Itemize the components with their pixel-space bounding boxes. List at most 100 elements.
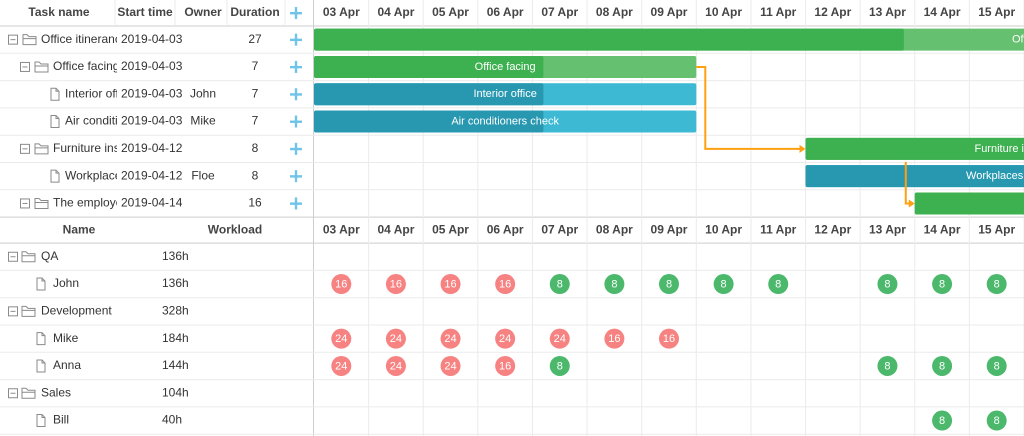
load-marker bbox=[986, 410, 1007, 431]
load-marker bbox=[986, 274, 1007, 295]
add-icon-v bbox=[294, 33, 298, 46]
load-marker bbox=[549, 328, 570, 349]
load-value: 16 bbox=[444, 278, 456, 290]
bar-label: Office facing bbox=[475, 61, 536, 73]
file-icon bbox=[36, 332, 46, 346]
add-icon-v bbox=[294, 60, 298, 73]
collapse-toggle[interactable] bbox=[8, 34, 18, 45]
add-task-button[interactable] bbox=[290, 33, 302, 46]
resource-name: Bill bbox=[53, 413, 69, 427]
collapse-toggle[interactable] bbox=[20, 61, 30, 72]
load-value: 8 bbox=[994, 415, 1000, 427]
add-task-button[interactable] bbox=[290, 142, 302, 155]
duration: 8 bbox=[252, 168, 259, 182]
day-label: 14 Apr bbox=[924, 5, 961, 19]
load-value: 8 bbox=[939, 360, 945, 372]
resource-name: Anna bbox=[53, 358, 81, 372]
collapse-toggle[interactable] bbox=[8, 306, 18, 317]
load-value: 8 bbox=[666, 278, 672, 290]
load-value: 8 bbox=[557, 278, 563, 290]
add-task-button[interactable] bbox=[290, 7, 302, 19]
column-header: Owner bbox=[184, 5, 222, 19]
folder-icon bbox=[21, 387, 36, 399]
task-name: Air conditioners check bbox=[65, 114, 183, 128]
task-progress bbox=[805, 165, 1024, 188]
load-value: 24 bbox=[335, 333, 347, 345]
load-marker bbox=[713, 274, 734, 295]
workload: 136h bbox=[162, 276, 189, 290]
day-label: 12 Apr bbox=[814, 5, 851, 19]
load-marker bbox=[440, 355, 461, 376]
day-label: 04 Apr bbox=[377, 222, 414, 236]
duration: 27 bbox=[248, 32, 262, 46]
workload: 104h bbox=[162, 385, 189, 399]
day-label: 12 Apr bbox=[814, 222, 851, 236]
day-label: 07 Apr bbox=[541, 5, 578, 19]
day-label: 06 Apr bbox=[487, 5, 524, 19]
load-value: 8 bbox=[557, 360, 563, 372]
task-progress bbox=[314, 55, 544, 78]
day-label: 08 Apr bbox=[596, 222, 633, 236]
file-icon bbox=[50, 87, 60, 101]
task-name: Furniture installation bbox=[53, 141, 161, 155]
collapse-toggle[interactable] bbox=[20, 198, 30, 209]
load-marker bbox=[495, 355, 516, 376]
duration: 16 bbox=[248, 196, 262, 210]
workload: 144h bbox=[162, 358, 189, 372]
workload: 328h bbox=[162, 304, 189, 318]
day-label: 13 Apr bbox=[869, 5, 906, 19]
add-task-button[interactable] bbox=[290, 60, 302, 73]
add-task-button[interactable] bbox=[290, 170, 302, 183]
collapse-toggle[interactable] bbox=[8, 251, 18, 262]
file-icon bbox=[36, 414, 46, 428]
load-value: 8 bbox=[884, 360, 890, 372]
folder-icon bbox=[21, 251, 36, 263]
resource-name: Mike bbox=[53, 331, 79, 345]
folder-icon bbox=[34, 197, 49, 209]
add-task-button[interactable] bbox=[290, 88, 302, 101]
load-marker bbox=[331, 274, 352, 295]
load-marker bbox=[549, 355, 570, 376]
day-label: 04 Apr bbox=[377, 5, 414, 19]
day-label: 06 Apr bbox=[487, 222, 524, 236]
column-header: Task name bbox=[28, 5, 89, 19]
link-arrow bbox=[908, 199, 915, 208]
load-value: 8 bbox=[611, 278, 617, 290]
load-value: 16 bbox=[608, 333, 620, 345]
load-marker bbox=[385, 328, 406, 349]
day-label: 07 Apr bbox=[541, 222, 578, 236]
load-marker bbox=[495, 328, 516, 349]
task-progress bbox=[914, 192, 1024, 215]
collapse-toggle[interactable] bbox=[8, 388, 18, 399]
resource-name: QA bbox=[41, 249, 58, 263]
load-value: 8 bbox=[994, 278, 1000, 290]
load-marker bbox=[877, 355, 898, 376]
add-task-button[interactable] bbox=[290, 197, 302, 210]
day-label: 08 Apr bbox=[596, 5, 633, 19]
workload: 136h bbox=[162, 249, 189, 263]
workload: 40h bbox=[162, 413, 182, 427]
load-value: 8 bbox=[775, 278, 781, 290]
day-label: 10 Apr bbox=[705, 222, 742, 236]
load-marker bbox=[440, 328, 461, 349]
task-progress bbox=[314, 28, 904, 51]
load-marker bbox=[932, 274, 953, 295]
task-name: Workplaces preparation bbox=[65, 168, 192, 182]
load-marker bbox=[495, 274, 516, 295]
start-time: 2019-04-12 bbox=[121, 168, 183, 182]
day-label: 05 Apr bbox=[432, 5, 469, 19]
toggle-box bbox=[8, 306, 18, 317]
load-marker bbox=[768, 274, 789, 295]
bar-label: Workplaces preparation bbox=[966, 170, 1024, 182]
add-task-button[interactable] bbox=[290, 115, 302, 128]
task-name: Interior office bbox=[65, 86, 134, 100]
load-marker bbox=[440, 274, 461, 295]
load-marker bbox=[385, 274, 406, 295]
load-value: 24 bbox=[444, 360, 456, 372]
collapse-toggle[interactable] bbox=[20, 143, 30, 154]
load-value: 16 bbox=[335, 278, 347, 290]
load-marker bbox=[331, 355, 352, 376]
resource-name: Development bbox=[41, 304, 112, 318]
